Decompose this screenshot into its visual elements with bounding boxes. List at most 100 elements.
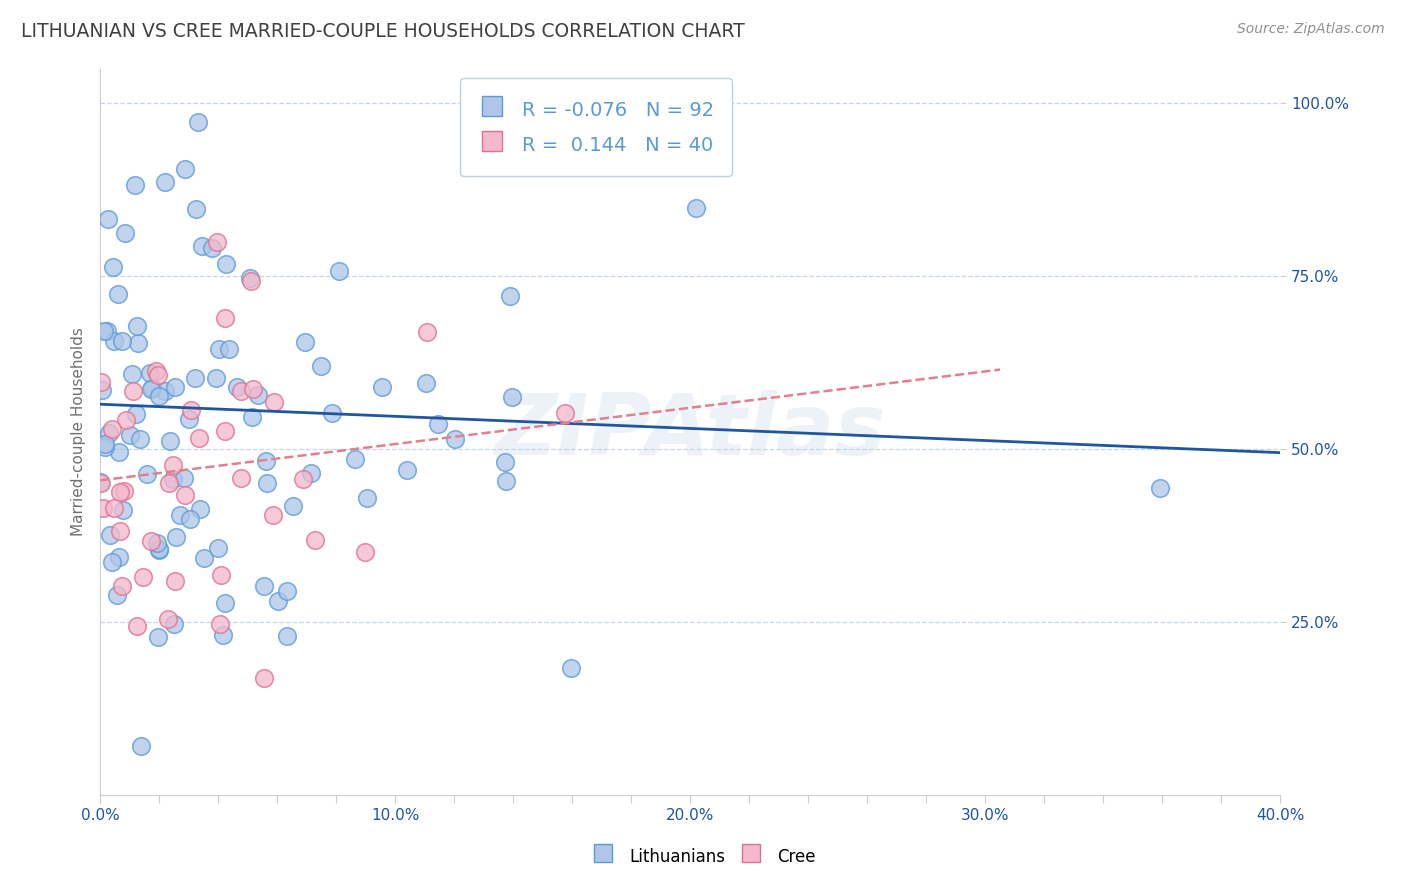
Point [294, 334, 316, 349]
Text: Source: ZipAtlas.com: Source: ZipAtlas.com [1237, 22, 1385, 37]
Point [148, 389, 170, 403]
Point [427, 417, 450, 431]
Point [148, 542, 170, 557]
Point [103, 334, 125, 348]
Point [139, 383, 162, 397]
Point [129, 432, 152, 446]
Point [177, 412, 200, 426]
Point [165, 380, 187, 394]
Point [108, 444, 131, 458]
Point [89, 475, 111, 489]
Point [163, 574, 186, 588]
Point [276, 584, 298, 599]
Point [103, 501, 125, 516]
Point [101, 555, 124, 569]
Point [98, 528, 121, 542]
Point [214, 257, 236, 271]
Point [108, 549, 131, 564]
Text: LITHUANIAN VS CREE MARRIED-COUPLE HOUSEHOLDS CORRELATION CHART: LITHUANIAN VS CREE MARRIED-COUPLE HOUSEH… [21, 22, 745, 41]
Point [190, 239, 212, 253]
Point [193, 551, 215, 566]
Point [207, 541, 229, 556]
Point [1149, 481, 1171, 495]
Point [214, 424, 236, 438]
Point [254, 454, 277, 468]
Point [283, 500, 305, 514]
Point [328, 264, 350, 278]
Point [560, 661, 582, 675]
Point [356, 491, 378, 506]
Point [145, 364, 167, 378]
Point [554, 406, 576, 420]
Legend: Lithuanians, Cree: Lithuanians, Cree [583, 838, 823, 875]
Text: ZIPAtlas: ZIPAtlas [495, 391, 886, 474]
Point [115, 413, 138, 427]
Point [146, 536, 169, 550]
Point [114, 226, 136, 240]
Point [153, 175, 176, 189]
Point [90, 375, 112, 389]
Point [276, 629, 298, 643]
Point [184, 370, 207, 384]
Point [118, 428, 141, 442]
Point [201, 241, 224, 255]
Point [209, 568, 232, 582]
Point [214, 311, 236, 326]
Point [444, 432, 467, 446]
Point [218, 342, 240, 356]
Point [94, 440, 117, 454]
Point [262, 508, 284, 522]
Point [494, 455, 516, 469]
Point [204, 371, 226, 385]
Point [184, 202, 207, 216]
Point [179, 512, 201, 526]
Point [91, 383, 114, 397]
Point [209, 616, 232, 631]
Point [247, 388, 270, 402]
Point [93, 324, 115, 338]
Point [148, 543, 170, 558]
Point [153, 384, 176, 398]
Point [501, 390, 523, 404]
Point [163, 616, 186, 631]
Point [685, 202, 707, 216]
Point [187, 431, 209, 445]
Point [112, 503, 135, 517]
Point [416, 325, 439, 339]
Point [211, 628, 233, 642]
Point [187, 115, 209, 129]
Point [105, 588, 128, 602]
Point [240, 409, 263, 424]
Point [240, 274, 263, 288]
Point [253, 579, 276, 593]
Point [354, 545, 377, 559]
Point [98, 425, 121, 440]
Point [159, 434, 181, 448]
Point [146, 368, 169, 382]
Point [225, 380, 247, 394]
Point [162, 472, 184, 486]
Point [371, 380, 394, 394]
Point [242, 383, 264, 397]
Point [103, 260, 125, 274]
Point [263, 395, 285, 409]
Point [256, 476, 278, 491]
Point [139, 534, 162, 549]
Point [101, 422, 124, 436]
Point [121, 367, 143, 381]
Point [267, 593, 290, 607]
Point [395, 463, 418, 477]
Point [214, 596, 236, 610]
Point [97, 212, 120, 227]
Point [110, 485, 132, 500]
Point [188, 501, 211, 516]
Point [124, 178, 146, 193]
Point [231, 384, 253, 398]
Point [129, 739, 152, 753]
Point [321, 406, 343, 420]
Point [495, 474, 517, 488]
Point [173, 162, 195, 177]
Point [309, 359, 332, 373]
Point [343, 451, 366, 466]
Point [139, 366, 162, 380]
